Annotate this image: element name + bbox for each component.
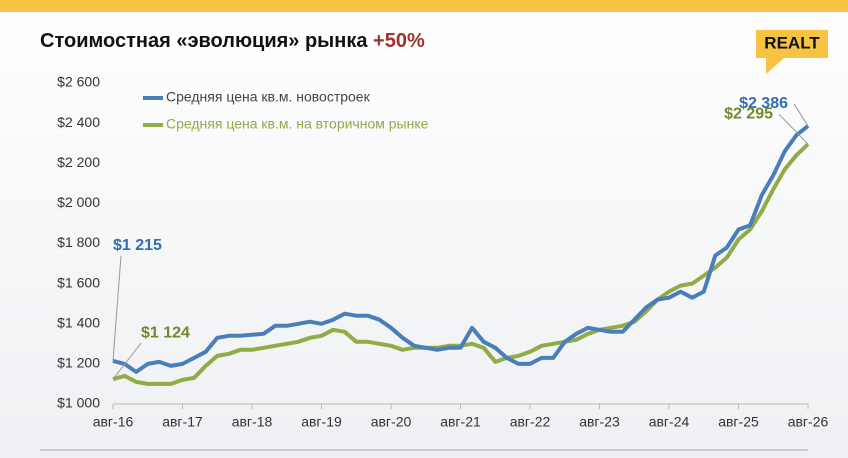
y-tick-label: $2 000: [57, 194, 100, 210]
y-tick-label: $1 600: [57, 274, 100, 290]
title-text: Стоимостная «эволюция» рынка: [40, 30, 368, 52]
legend-label: Средняя цена кв.м. новостроек: [166, 89, 371, 105]
series-line: [112, 124, 810, 374]
x-tick-label: авг-26: [788, 414, 829, 430]
label-leader: [112, 255, 122, 361]
y-tick-label: $1 000: [57, 395, 100, 411]
y-tick-label: $2 400: [57, 114, 100, 130]
logo: REALT: [764, 33, 820, 52]
value-label: $1 215: [113, 237, 162, 254]
y-tick-label: $2 600: [57, 74, 100, 90]
x-tick-label: авг-18: [232, 414, 273, 430]
label-leader: [112, 342, 142, 380]
logo-shape: [756, 30, 828, 74]
y-tick-label: $1 400: [57, 314, 100, 330]
plot: $1 000 $1 200 $1 400 $1 600 $1 800 $2 000 $2 2…: [57, 74, 828, 430]
x-tick-label: авг-16: [93, 414, 134, 430]
legend-label: Средняя цена кв.м. на вторичном рынке: [166, 116, 429, 132]
x-tick-label: авг-25: [718, 414, 759, 430]
value-label: $2 295: [724, 105, 773, 122]
x-tick-label: авг-17: [162, 414, 203, 430]
x-tick-label: авг-23: [579, 414, 620, 430]
y-tick-label: $1 800: [57, 234, 100, 250]
y-tick-label: $2 200: [57, 154, 100, 170]
y-tick-label: $1 200: [57, 355, 100, 371]
value-label: $1 124: [141, 324, 190, 341]
x-tick-label: авг-20: [371, 414, 412, 430]
chart-title: Стоимостная «эволюция» рынка +50%: [40, 30, 425, 52]
x-tick-label: авг-19: [301, 414, 342, 430]
x-tick-label: авг-21: [440, 414, 481, 430]
title-highlight: +50%: [373, 30, 425, 52]
label-leader: [793, 103, 809, 127]
x-tick-label: авг-22: [510, 414, 551, 430]
top-bar: [0, 0, 848, 12]
x-tick-label: авг-24: [649, 414, 690, 430]
value-label: $2 386: [739, 95, 788, 112]
label-leader: [778, 113, 809, 145]
